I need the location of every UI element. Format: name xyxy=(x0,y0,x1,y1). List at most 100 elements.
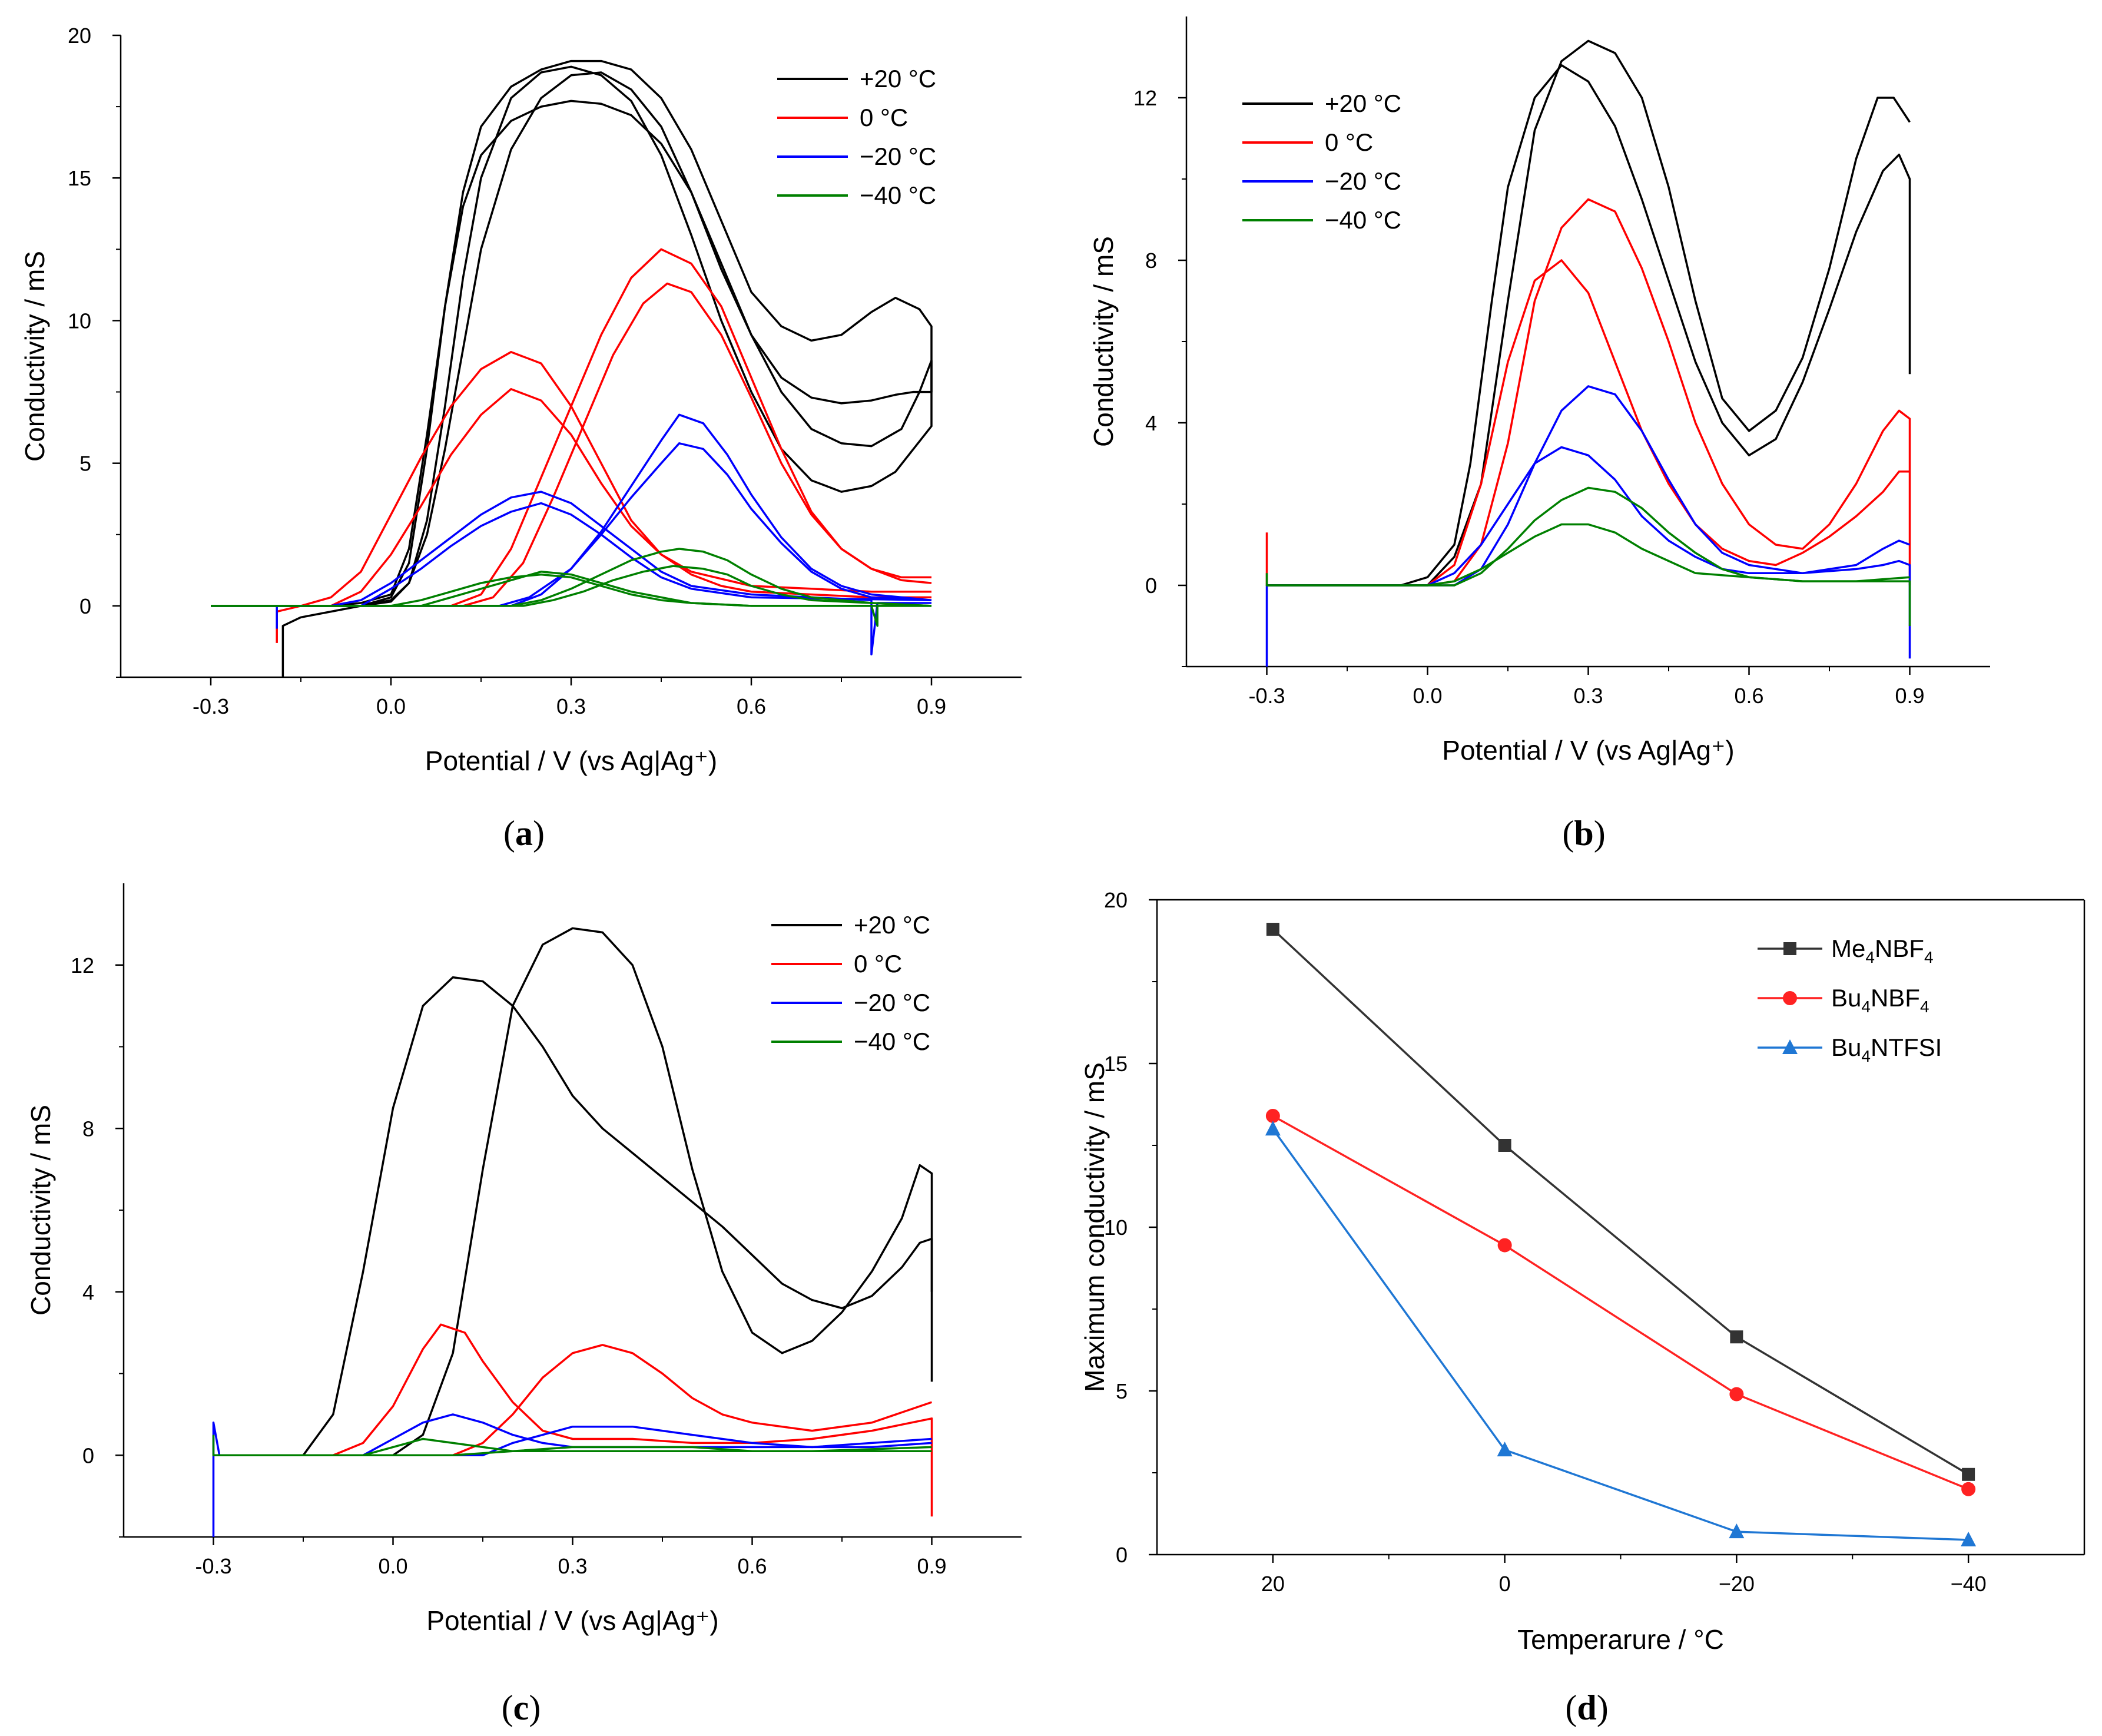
series-line-20C-5 xyxy=(1266,385,1911,587)
legend-label-part: 4 xyxy=(1924,948,1934,966)
x-tick-label: 0.9 xyxy=(1895,684,1924,708)
series-line-20C-1 xyxy=(1266,39,1911,587)
x-tick-label: 0.3 xyxy=(1573,684,1603,708)
series-line-40C-7 xyxy=(213,1446,932,1457)
y-tick-label: 0 xyxy=(1116,1543,1128,1567)
y-tick-label: 0 xyxy=(82,1443,94,1467)
x-tick-label: 0.6 xyxy=(737,1554,767,1578)
series-line-0C-2 xyxy=(213,1323,933,1517)
series-line-40C-12 xyxy=(211,548,932,607)
y-tick-label: 8 xyxy=(1145,249,1157,273)
legend-label: −40 °C xyxy=(1325,206,1401,234)
series-line-0C-5 xyxy=(211,282,932,607)
x-tick-label: -0.3 xyxy=(193,694,229,718)
x-tick-label: 0.0 xyxy=(378,1554,407,1578)
data-point-Bu4NBF4 xyxy=(1497,1238,1512,1253)
y-axis-label: Maximum conductivity / mS xyxy=(1079,1062,1110,1392)
legend-label-part: 4 xyxy=(1861,998,1871,1016)
series-line-20C-0 xyxy=(213,976,933,1457)
legend-label: +20 °C xyxy=(1325,90,1401,117)
series-line-20C-1 xyxy=(213,927,933,1457)
y-tick-label: 0 xyxy=(79,594,91,618)
x-tick-label: 0.3 xyxy=(558,1554,587,1578)
series-line-0C-2 xyxy=(276,350,931,643)
series-line-20C-0 xyxy=(1266,64,1911,587)
series-line-20C-8 xyxy=(211,413,932,607)
data-point-Bu4NBF4 xyxy=(1729,1387,1744,1402)
legend-label: −40 °C xyxy=(854,1028,930,1055)
x-tick-label: -0.3 xyxy=(1248,684,1285,708)
x-tick-label: 0.9 xyxy=(917,694,946,718)
y-axis-label: Conductivity / mS xyxy=(1088,236,1119,447)
panel-label: (d) xyxy=(1565,1688,1608,1727)
series-line-20C-4 xyxy=(1265,446,1911,667)
y-tick-label: 20 xyxy=(68,24,91,48)
legend-label-part: NBF xyxy=(1875,935,1924,962)
panel-label: (a) xyxy=(503,814,545,853)
chart-panel-a: -0.3 0.0 0.3 0.6 0.9 0 5 10 15 20 +20 °C 0 °C −20 °C… xyxy=(19,24,1022,853)
legend-label-part: NTFSI xyxy=(1871,1033,1942,1061)
y-axis-label: Conductivity / mS xyxy=(19,251,50,462)
x-tick-label: 0.0 xyxy=(1413,684,1442,708)
legend-label-part: 4 xyxy=(1865,948,1875,966)
chart-panel-d: 20 0 −20 −4005101520Me4NBF4Bu4NBF4Bu4NTFSIT… xyxy=(1079,888,2086,1727)
legend-label-part: NBF xyxy=(1871,984,1920,1012)
legend-label: 0 °C xyxy=(1325,128,1373,156)
data-point-Me4NBF4 xyxy=(1730,1330,1743,1344)
y-tick-label: 4 xyxy=(1145,411,1157,435)
series-line-0C-4 xyxy=(211,248,931,607)
y-tick-label: 10 xyxy=(68,309,91,333)
data-point-Bu4NBF4 xyxy=(1265,1108,1280,1123)
x-tick-label: 0.3 xyxy=(556,694,586,718)
series-line-20C-4 xyxy=(212,1413,932,1537)
x-tick-label: 20 xyxy=(1261,1572,1285,1596)
legend-label-part: Me xyxy=(1831,935,1865,962)
legend-label: +20 °C xyxy=(854,911,930,939)
series-line-0C-2 xyxy=(1265,259,1910,587)
panel-label: (c) xyxy=(502,1688,541,1727)
series-line-20C-1 xyxy=(211,65,933,607)
x-tick-label: 0.6 xyxy=(1734,684,1763,708)
y-tick-label: 5 xyxy=(1116,1379,1128,1403)
x-tick-label: 0.6 xyxy=(737,694,766,718)
data-point-Me4NBF4 xyxy=(1266,923,1279,936)
data-point-Me4NBF4 xyxy=(1962,1467,1975,1481)
data-point-Me4NBF4 xyxy=(1498,1139,1511,1152)
x-axis-label: Potential / V (vs Ag|Ag⁺) xyxy=(426,1605,718,1636)
legend-label: −20 °C xyxy=(860,143,936,170)
y-tick-label: 12 xyxy=(1133,86,1157,110)
y-tick-label: 8 xyxy=(82,1117,94,1141)
data-point-Bu4NTFSI xyxy=(1497,1442,1513,1457)
x-tick-label: -0.3 xyxy=(195,1554,231,1578)
data-point-Bu4NTFSI xyxy=(1961,1531,1977,1546)
series-line-20C-7 xyxy=(211,502,932,607)
legend-label: Bu4NTFSI xyxy=(1831,1033,1942,1065)
series-line-40C-10 xyxy=(211,573,931,627)
series-line-Bu4NBF4 xyxy=(1272,1115,1969,1490)
y-tick-label: 12 xyxy=(71,953,94,978)
chart-panel-b: -0.3 0.0 0.3 0.6 0.9 0 4 8 12 +20 °C 0 °C −20 °C −40… xyxy=(1088,16,1990,853)
legend-marker xyxy=(1783,991,1797,1005)
x-tick-label: 0 xyxy=(1499,1572,1511,1596)
legend-label: 0 °C xyxy=(860,104,908,131)
legend-label: Me4NBF4 xyxy=(1831,935,1934,966)
series-line-0C-3 xyxy=(213,1344,933,1457)
x-tick-label: 0.0 xyxy=(376,694,406,718)
y-tick-label: 15 xyxy=(68,166,91,190)
y-tick-label: 20 xyxy=(1104,888,1128,912)
legend-label: −20 °C xyxy=(854,989,930,1016)
series-line-20C-0 xyxy=(211,59,933,677)
y-tick-label: 10 xyxy=(1104,1215,1128,1240)
legend-label-part: Bu xyxy=(1831,984,1861,1012)
data-point-Bu4NTFSI xyxy=(1265,1121,1281,1136)
series-line-0C-3 xyxy=(211,387,931,607)
legend-label: −20 °C xyxy=(1325,167,1401,195)
y-tick-label: 5 xyxy=(79,452,91,476)
y-tick-label: 15 xyxy=(1104,1052,1128,1076)
series-line-Me4NBF4 xyxy=(1272,928,1969,1476)
legend-marker xyxy=(1782,1039,1798,1054)
chart-panel-c: -0.3 0.0 0.3 0.6 0.9 0 4 8 12 +20 °C 0 °C −20 °C −40… xyxy=(25,883,1022,1727)
series-line-20C-9 xyxy=(211,442,932,607)
series-line-0C-3 xyxy=(1266,198,1911,587)
